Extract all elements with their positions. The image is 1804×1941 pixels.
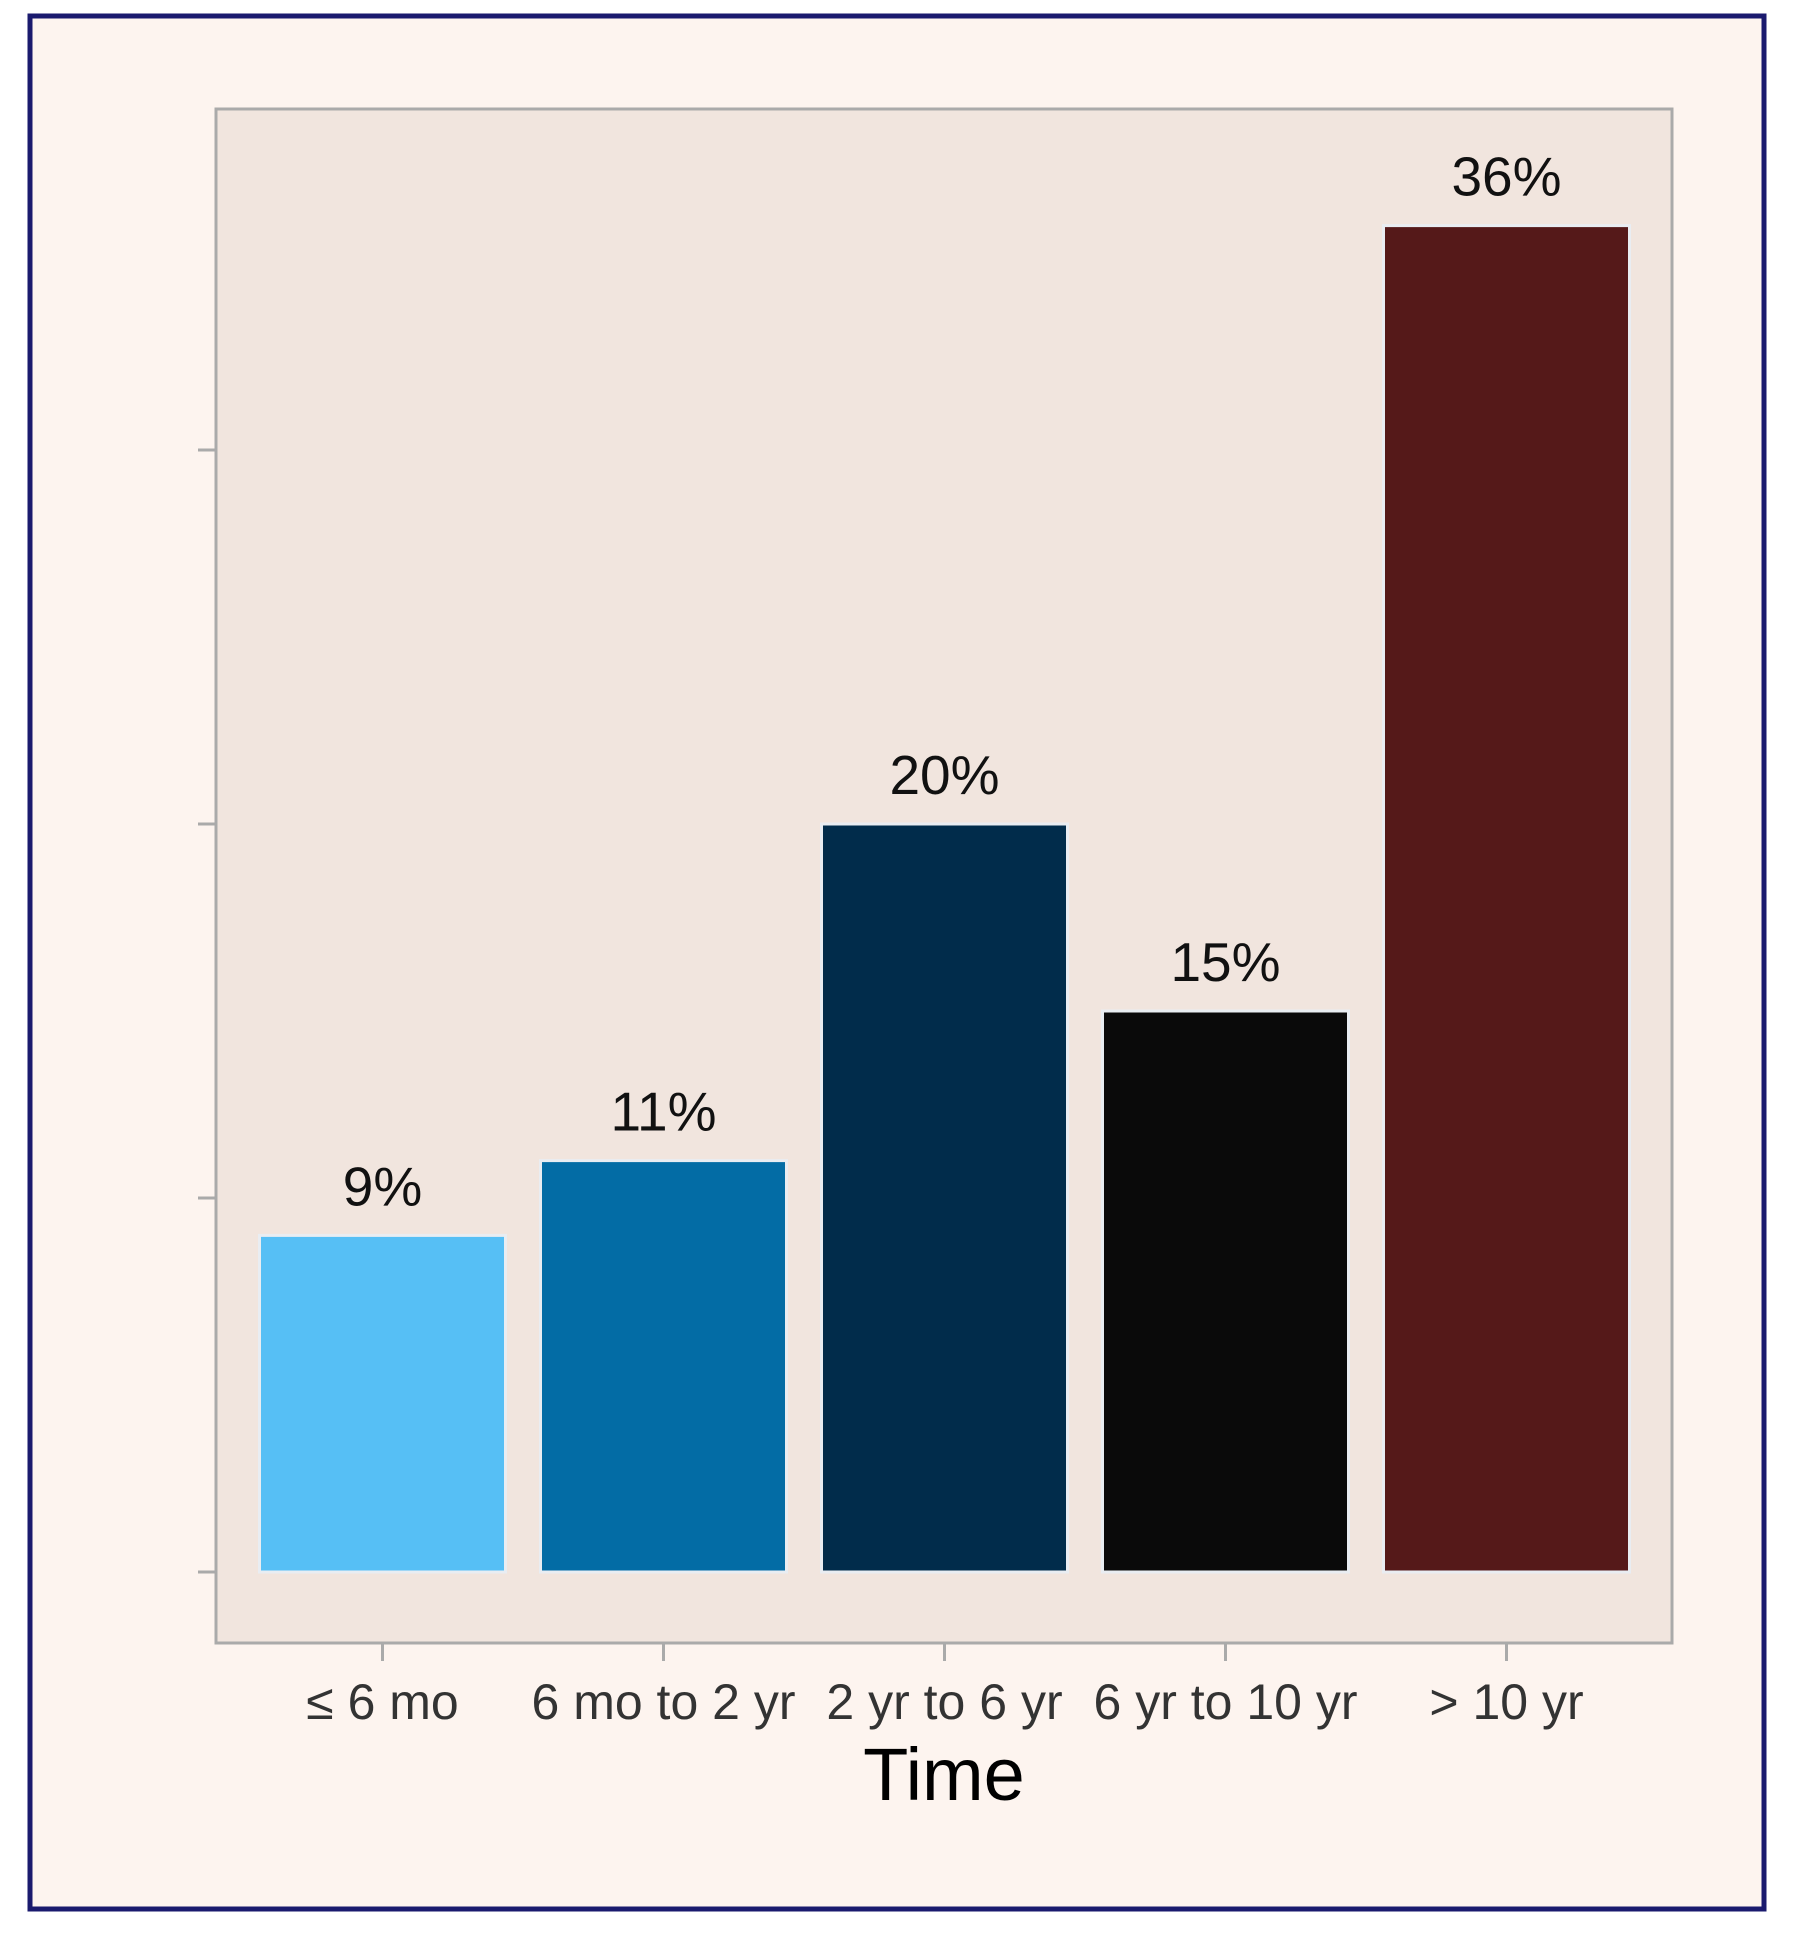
bar bbox=[1382, 224, 1631, 1574]
y-axis-ticks bbox=[198, 448, 216, 1574]
x-tick-label: 6 mo to 2 yr bbox=[532, 1674, 796, 1730]
bar bbox=[258, 1233, 507, 1574]
bars bbox=[258, 224, 1631, 1574]
bar bbox=[539, 1159, 788, 1574]
data-label: 20% bbox=[889, 744, 999, 806]
x-tick-label: ≤ 6 mo bbox=[306, 1674, 459, 1730]
x-axis-title: Time bbox=[863, 1733, 1025, 1816]
x-tick-label: 2 yr to 6 yr bbox=[826, 1674, 1062, 1730]
x-tick-label: > 10 yr bbox=[1429, 1674, 1583, 1730]
data-label: 15% bbox=[1170, 931, 1280, 993]
bar bbox=[1101, 1009, 1350, 1574]
data-label: 9% bbox=[343, 1155, 423, 1217]
x-axis-ticks bbox=[381, 1643, 1508, 1661]
data-label: 36% bbox=[1451, 146, 1561, 208]
data-labels: 9% 11% 20% 15% 36% bbox=[343, 146, 1562, 1218]
data-label: 11% bbox=[611, 1081, 717, 1143]
x-axis-tick-labels: ≤ 6 mo 6 mo to 2 yr 2 yr to 6 yr 6 yr to 10… bbox=[306, 1674, 1583, 1730]
x-tick-label: 6 yr to 10 yr bbox=[1094, 1674, 1358, 1730]
bar bbox=[820, 822, 1069, 1574]
